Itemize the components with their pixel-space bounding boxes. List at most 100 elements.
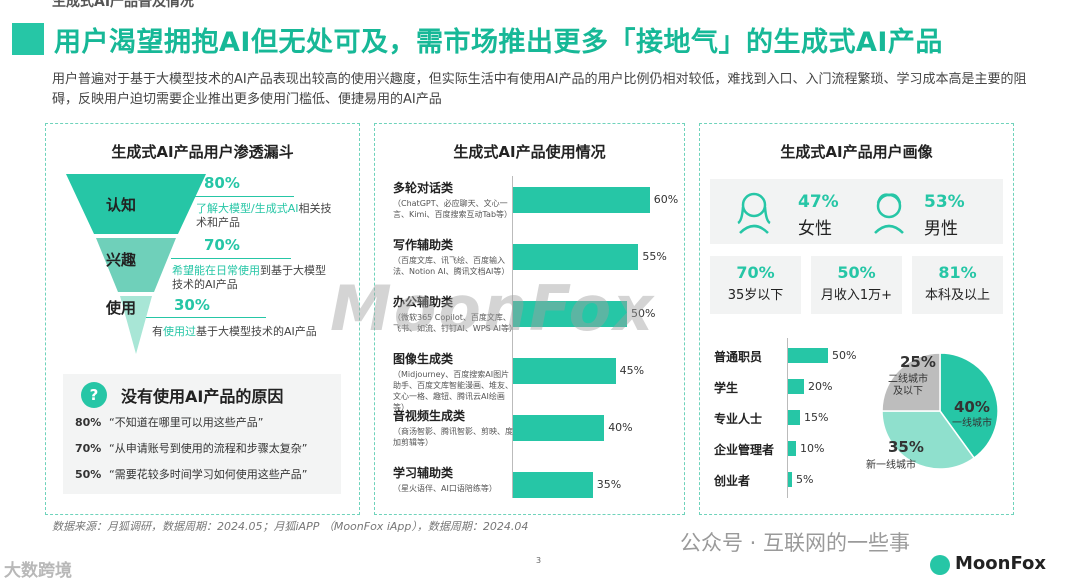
occupation-bar xyxy=(788,472,792,487)
funnel-desc-text: 到基于大模型技术的AI产品 xyxy=(172,264,326,291)
usage-bar-value: 45% xyxy=(619,364,645,377)
funnel-leader-line xyxy=(194,196,294,197)
occupation-axis xyxy=(787,338,788,498)
usage-category: 写作辅助类 （百度文库、讯飞绘、百度输入法、Notion AI、腾讯文档AI等） xyxy=(393,236,513,277)
funnel-pct-interest: 70% xyxy=(204,236,240,254)
usage-category-examples: （商汤智影、腾讯智影、剪映、度加剪辑等） xyxy=(393,427,513,447)
occupation-bar xyxy=(788,441,796,456)
funnel-stage-awareness xyxy=(66,174,206,234)
stat-age: 70% 35岁以下 xyxy=(710,256,801,314)
pie-slice-tier2 xyxy=(881,352,941,412)
reason-pct: 50% xyxy=(75,468,102,481)
page-number: 3 xyxy=(536,556,542,565)
usage-bar xyxy=(513,244,639,270)
pie-pct-tier1: 40% xyxy=(954,398,990,416)
reason-text: “不知道在哪里可以用这些产品” xyxy=(109,416,264,429)
occupation-bar xyxy=(788,410,800,425)
usage-bar xyxy=(513,358,616,384)
funnel-desc-usage: 有使用过基于大模型技术的AI产品 xyxy=(152,325,352,339)
page-title: 用户渴望拥抱AI但无处可及，需市场推出更多「接地气」的生成式AI产品 xyxy=(54,27,943,58)
usage-category: 学习辅助类 （星火语伴、AI口语陪练等） xyxy=(393,464,513,494)
usage-bar xyxy=(513,415,605,441)
occupation-name: 专业人士 xyxy=(714,412,763,426)
stat-label: 本科及以上 xyxy=(924,288,990,303)
usage-category: 音视频生成类 （商汤智影、腾讯智影、剪映、度加剪辑等） xyxy=(393,407,513,448)
pie-pct-tier2: 25% xyxy=(900,353,936,371)
wechat-watermark: 公众号 · 互联网的一些事 xyxy=(680,531,911,555)
funnel-desc-text: 有 xyxy=(152,325,163,338)
usage-category-name: 图像生成类 xyxy=(393,352,454,366)
usage-category-name: 学习辅助类 xyxy=(393,466,454,480)
stat-income: 50% 月收入1万+ xyxy=(811,256,902,314)
funnel-desc-interest: 希望能在日常使用到基于大模型技术的AI产品 xyxy=(172,264,332,292)
pie-label-line: 及以下 xyxy=(893,386,923,397)
funnel-leader-line xyxy=(146,317,266,318)
usage-category-examples: （星火语伴、AI口语陪练等） xyxy=(393,484,497,493)
usage-bar-value: 40% xyxy=(608,421,633,434)
stat-education: 81% 本科及以上 xyxy=(912,256,1003,314)
intro-paragraph: 用户普遍对于基于大模型技术的AI产品表现出较高的使用兴趣度，但实际生活中有使用A… xyxy=(52,72,1027,107)
female-pct: 47% xyxy=(798,192,839,212)
funnel-graphic xyxy=(66,174,206,354)
stat-pct: 50% xyxy=(837,263,876,282)
usage-bar xyxy=(513,472,593,498)
usage-category-examples: （百度文库、讯飞绘、百度输入法、Notion AI、腾讯文档AI等） xyxy=(393,256,510,276)
persona-title: 生成式AI产品用户画像 xyxy=(780,143,933,161)
funnel-leader-line xyxy=(171,258,291,259)
funnel-desc-awareness: 了解大模型/生成式AI相关技术和产品 xyxy=(196,202,336,230)
funnel-desc-highlight: 使用过 xyxy=(163,325,196,338)
male-icon xyxy=(874,193,904,234)
usage-category: 办公辅助类 （微软365 Copilot、百度文库、飞书、如流、钉钉AI、WPS … xyxy=(393,293,518,334)
occupation-name: 企业管理者 xyxy=(714,443,775,457)
pie-label-new-tier1: 新一线城市 xyxy=(866,460,916,471)
funnel-stage-interest xyxy=(96,238,176,292)
moonfox-watermark: MoonFox xyxy=(330,272,656,345)
usage-category-examples: （Midjourney、百度搜索AI图片助手、百度文库智能漫画、堆友、文心一格、… xyxy=(393,370,513,412)
pie-slice-tier1 xyxy=(939,352,999,459)
usage-bar-value: 50% xyxy=(631,307,656,320)
gender-box: 47% 女性 53% 男性 xyxy=(710,179,1003,244)
persona-panel: 生成式AI产品用户画像 47% 女性 53% 男性 70% 35岁以下 50% … xyxy=(699,123,1014,515)
usage-category-examples: （微软365 Copilot、百度文库、飞书、如流、钉钉AI、WPS AI等） xyxy=(393,313,518,333)
occupation-bar-value: 50% xyxy=(832,349,857,362)
city-pie-chart xyxy=(881,352,999,470)
brand-name: MoonFox xyxy=(955,553,1047,574)
occupation-name: 学生 xyxy=(714,381,739,395)
pie-pct-new-tier1: 35% xyxy=(888,438,924,456)
reason-item: 50% “需要花较多时间学习如何使用这些产品” xyxy=(75,466,307,482)
funnel-desc-highlight: 了解大模型/生成式AI xyxy=(196,202,299,215)
data-source: 数据来源：月狐调研，数据周期：2024.05；月狐iAPP （MoonFox i… xyxy=(52,520,529,533)
occupation-bar-value: 15% xyxy=(804,411,829,424)
usage-bar-value: 35% xyxy=(596,478,622,491)
usage-bar xyxy=(513,187,650,213)
funnel-panel: 生成式AI产品用户渗透漏斗 认知 兴趣 使用 80% 了解大模型/生成式AI相关… xyxy=(45,123,360,515)
pie-label-line: 二线城市 xyxy=(888,374,928,385)
funnel-desc-text: 相关技术和产品 xyxy=(196,202,332,229)
occupation-bar xyxy=(788,379,804,394)
moonfox-logo-icon xyxy=(930,555,950,575)
title-accent-block xyxy=(12,23,44,55)
usage-axis xyxy=(512,176,513,498)
funnel-label-awareness: 认知 xyxy=(106,196,137,214)
stat-pct: 81% xyxy=(938,263,977,282)
funnel-stage-usage xyxy=(120,296,152,354)
occupation-bar-value: 10% xyxy=(800,442,825,455)
usage-category: 图像生成类 （Midjourney、百度搜索AI图片助手、百度文库智能漫画、堆友、… xyxy=(393,350,513,413)
question-icon: ? xyxy=(81,382,107,408)
usage-category-name: 多轮对话类 xyxy=(393,181,454,195)
occupation-bar-value: 5% xyxy=(796,473,814,486)
usage-category-name: 音视频生成类 xyxy=(393,409,466,423)
stat-label: 月收入1万+ xyxy=(820,288,893,303)
usage-title: 生成式AI产品使用情况 xyxy=(453,143,606,161)
stat-label: 35岁以下 xyxy=(727,288,784,303)
reason-text: “从申请账号到使用的流程和步骤太复杂” xyxy=(109,442,308,455)
male-pct: 53% xyxy=(924,192,965,212)
reason-item: 70% “从申请账号到使用的流程和步骤太复杂” xyxy=(75,440,307,456)
occupation-name: 创业者 xyxy=(714,474,751,488)
pie-label-tier1: 一线城市 xyxy=(952,418,992,429)
usage-category-name: 写作辅助类 xyxy=(393,238,454,252)
stat-pct: 70% xyxy=(736,263,775,282)
reason-pct: 80% xyxy=(75,416,102,429)
usage-category-name: 办公辅助类 xyxy=(393,295,454,309)
reason-item: 80% “不知道在哪里可以用这些产品” xyxy=(75,414,263,430)
